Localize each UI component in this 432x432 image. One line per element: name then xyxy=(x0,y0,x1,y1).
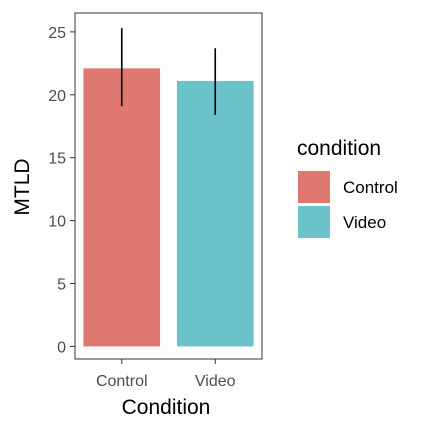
y-tick-label: 0 xyxy=(57,339,66,356)
legend-key-control xyxy=(298,171,330,203)
legend-label-control: Control xyxy=(343,178,398,197)
y-tick-label: 15 xyxy=(48,151,66,168)
legend-key-video xyxy=(298,206,330,238)
legend-entries: Control Video xyxy=(298,171,398,238)
y-tick-label: 5 xyxy=(57,277,66,294)
x-tick-label: Video xyxy=(195,373,236,390)
y-axis-title: MTLD xyxy=(11,158,34,215)
y-tick-label: 10 xyxy=(48,214,66,231)
x-axis: Control Video xyxy=(96,359,236,390)
y-tick-label: 20 xyxy=(48,88,66,105)
x-tick-label: Control xyxy=(96,373,148,390)
legend-title: condition xyxy=(297,137,381,160)
x-axis-title: Condition xyxy=(122,396,211,419)
y-tick-label: 25 xyxy=(48,25,66,42)
bar-video xyxy=(176,80,254,347)
legend: condition Control Video xyxy=(297,137,398,238)
plot-border xyxy=(74,12,263,360)
y-axis: 0 5 10 15 20 25 xyxy=(48,25,75,356)
plot-area xyxy=(83,28,254,347)
legend-label-video: Video xyxy=(343,213,386,232)
bar-control xyxy=(83,68,161,347)
